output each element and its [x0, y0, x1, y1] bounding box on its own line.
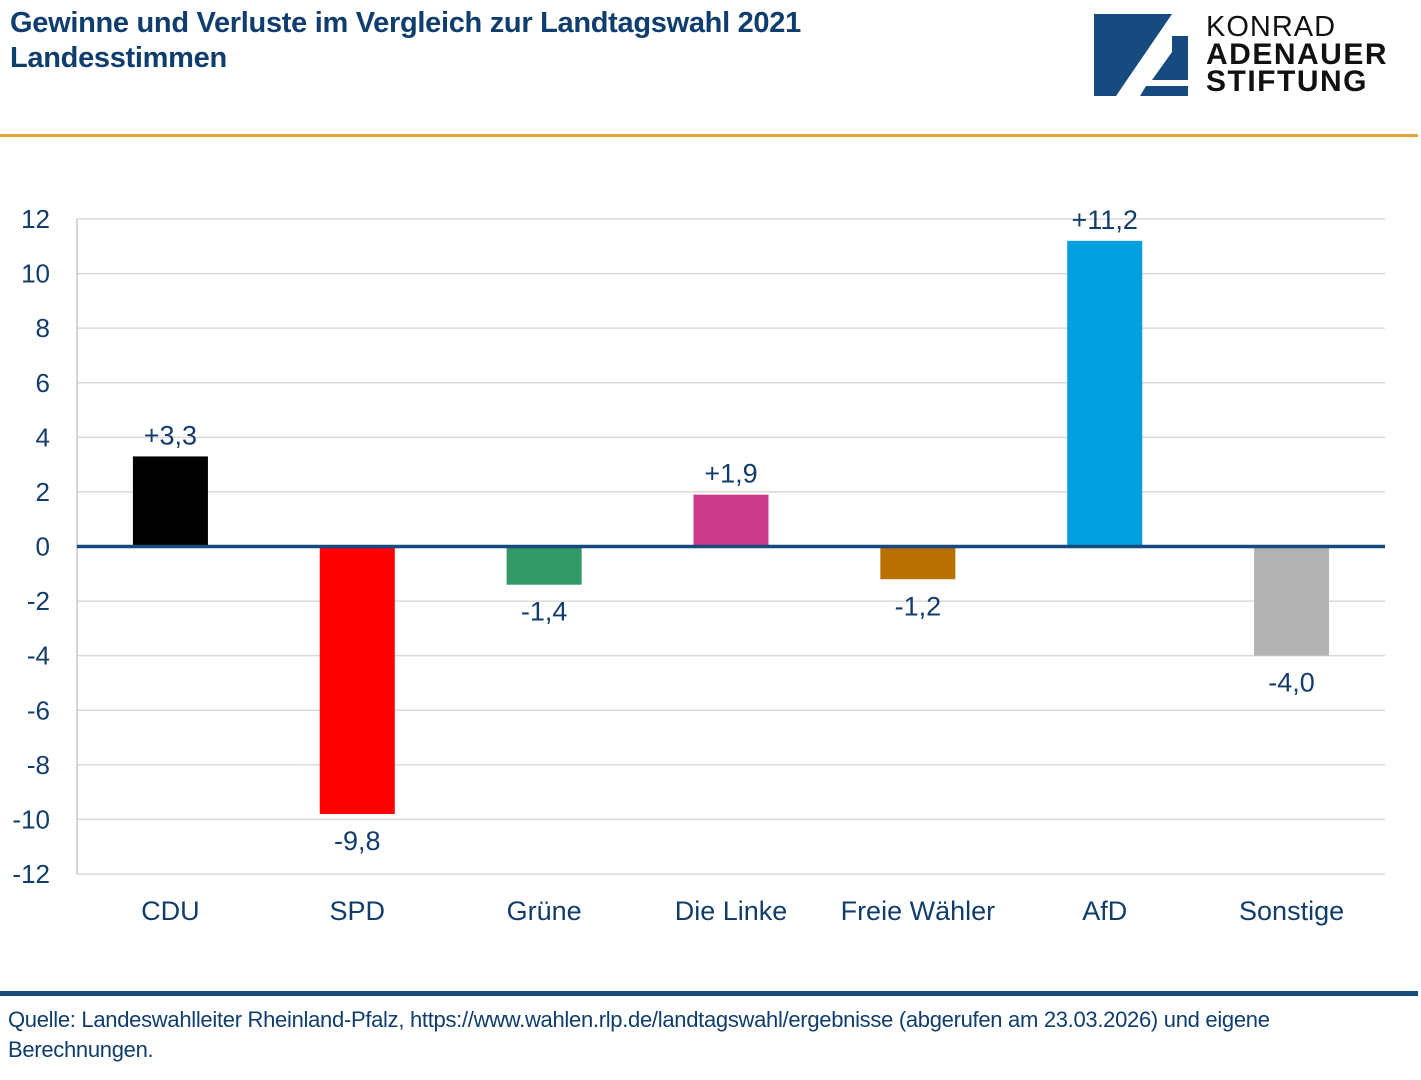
- bars: [132, 240, 1330, 814]
- data-labels: +3,3 -9,8 -1,4 +1,9 -1,2 +11,2 -4,0: [144, 205, 1315, 856]
- data-label: -4,0: [1268, 668, 1315, 698]
- logo-text-konrad: KONRAD: [1206, 11, 1337, 43]
- x-tick-label: Die Linke: [675, 896, 788, 926]
- y-tick-label: 2: [36, 477, 50, 507]
- logo-mark-icon: [1094, 14, 1188, 96]
- kas-logo: KONRAD ADENAUER STIFTUNG: [1094, 11, 1404, 98]
- y-tick-label: 6: [36, 368, 50, 398]
- title-line-2: Landesstimmen: [10, 42, 227, 74]
- y-tick-label: -6: [27, 695, 50, 725]
- x-tick-label: Sonstige: [1239, 896, 1344, 926]
- y-tick-label: 8: [36, 313, 50, 343]
- bar-spd: [319, 546, 395, 814]
- y-tick-label: -12: [12, 859, 50, 889]
- bar-freie-wähler: [880, 546, 956, 580]
- data-label: +11,2: [1072, 205, 1138, 235]
- x-tick-label: AfD: [1082, 896, 1127, 926]
- x-tick-label: Grüne: [507, 896, 582, 926]
- bar-die-linke: [693, 494, 769, 547]
- y-tick-label: 0: [36, 532, 50, 562]
- y-axis-ticks: 12 10 8 6 4 2 0 -2 -4 -6 -8 -10 -12: [12, 204, 50, 889]
- source-note: Quelle: Landeswahlleiter Rheinland-Pfalz…: [8, 1007, 1270, 1062]
- data-label: -1,2: [895, 591, 942, 621]
- data-label: -9,8: [334, 826, 381, 856]
- y-tick-label: -10: [12, 804, 50, 834]
- chart-title: Gewinne und Verluste im Vergleich zur La…: [10, 6, 801, 76]
- x-tick-label: Freie Wähler: [841, 896, 996, 926]
- y-tick-label: -2: [27, 586, 50, 616]
- y-tick-label: -8: [27, 750, 50, 780]
- data-label: +3,3: [144, 420, 197, 450]
- logo-text-stiftung: STIFTUNG: [1206, 65, 1368, 98]
- data-label: -1,4: [521, 597, 568, 627]
- data-label: +1,9: [704, 459, 757, 489]
- x-tick-label: CDU: [141, 896, 200, 926]
- y-tick-label: -4: [27, 641, 50, 671]
- x-axis-labels: CDU SPD Grüne Die Linke Freie Wähler AfD Sonst…: [141, 896, 1344, 926]
- bar-cdu: [132, 456, 208, 547]
- header-divider: [0, 134, 1418, 137]
- y-tick-label: 12: [21, 204, 50, 234]
- bar-chart: 12 10 8 6 4 2 0 -2 -4 -6 -8 -10 -12 +3,3 -9,8 -1,4 +1,9…: [12, 204, 1385, 926]
- x-tick-label: SPD: [330, 896, 386, 926]
- bar-sonstige: [1254, 546, 1330, 656]
- y-tick-label: 4: [36, 422, 50, 452]
- title-line-1: Gewinne und Verluste im Vergleich zur La…: [10, 7, 801, 39]
- footer-divider: [0, 991, 1418, 996]
- y-tick-label: 10: [21, 259, 50, 289]
- bar-grüne: [506, 546, 582, 585]
- gridlines: [77, 218, 1385, 875]
- logo-text-adenauer: ADENAUER: [1206, 38, 1389, 71]
- bar-afd: [1067, 240, 1143, 547]
